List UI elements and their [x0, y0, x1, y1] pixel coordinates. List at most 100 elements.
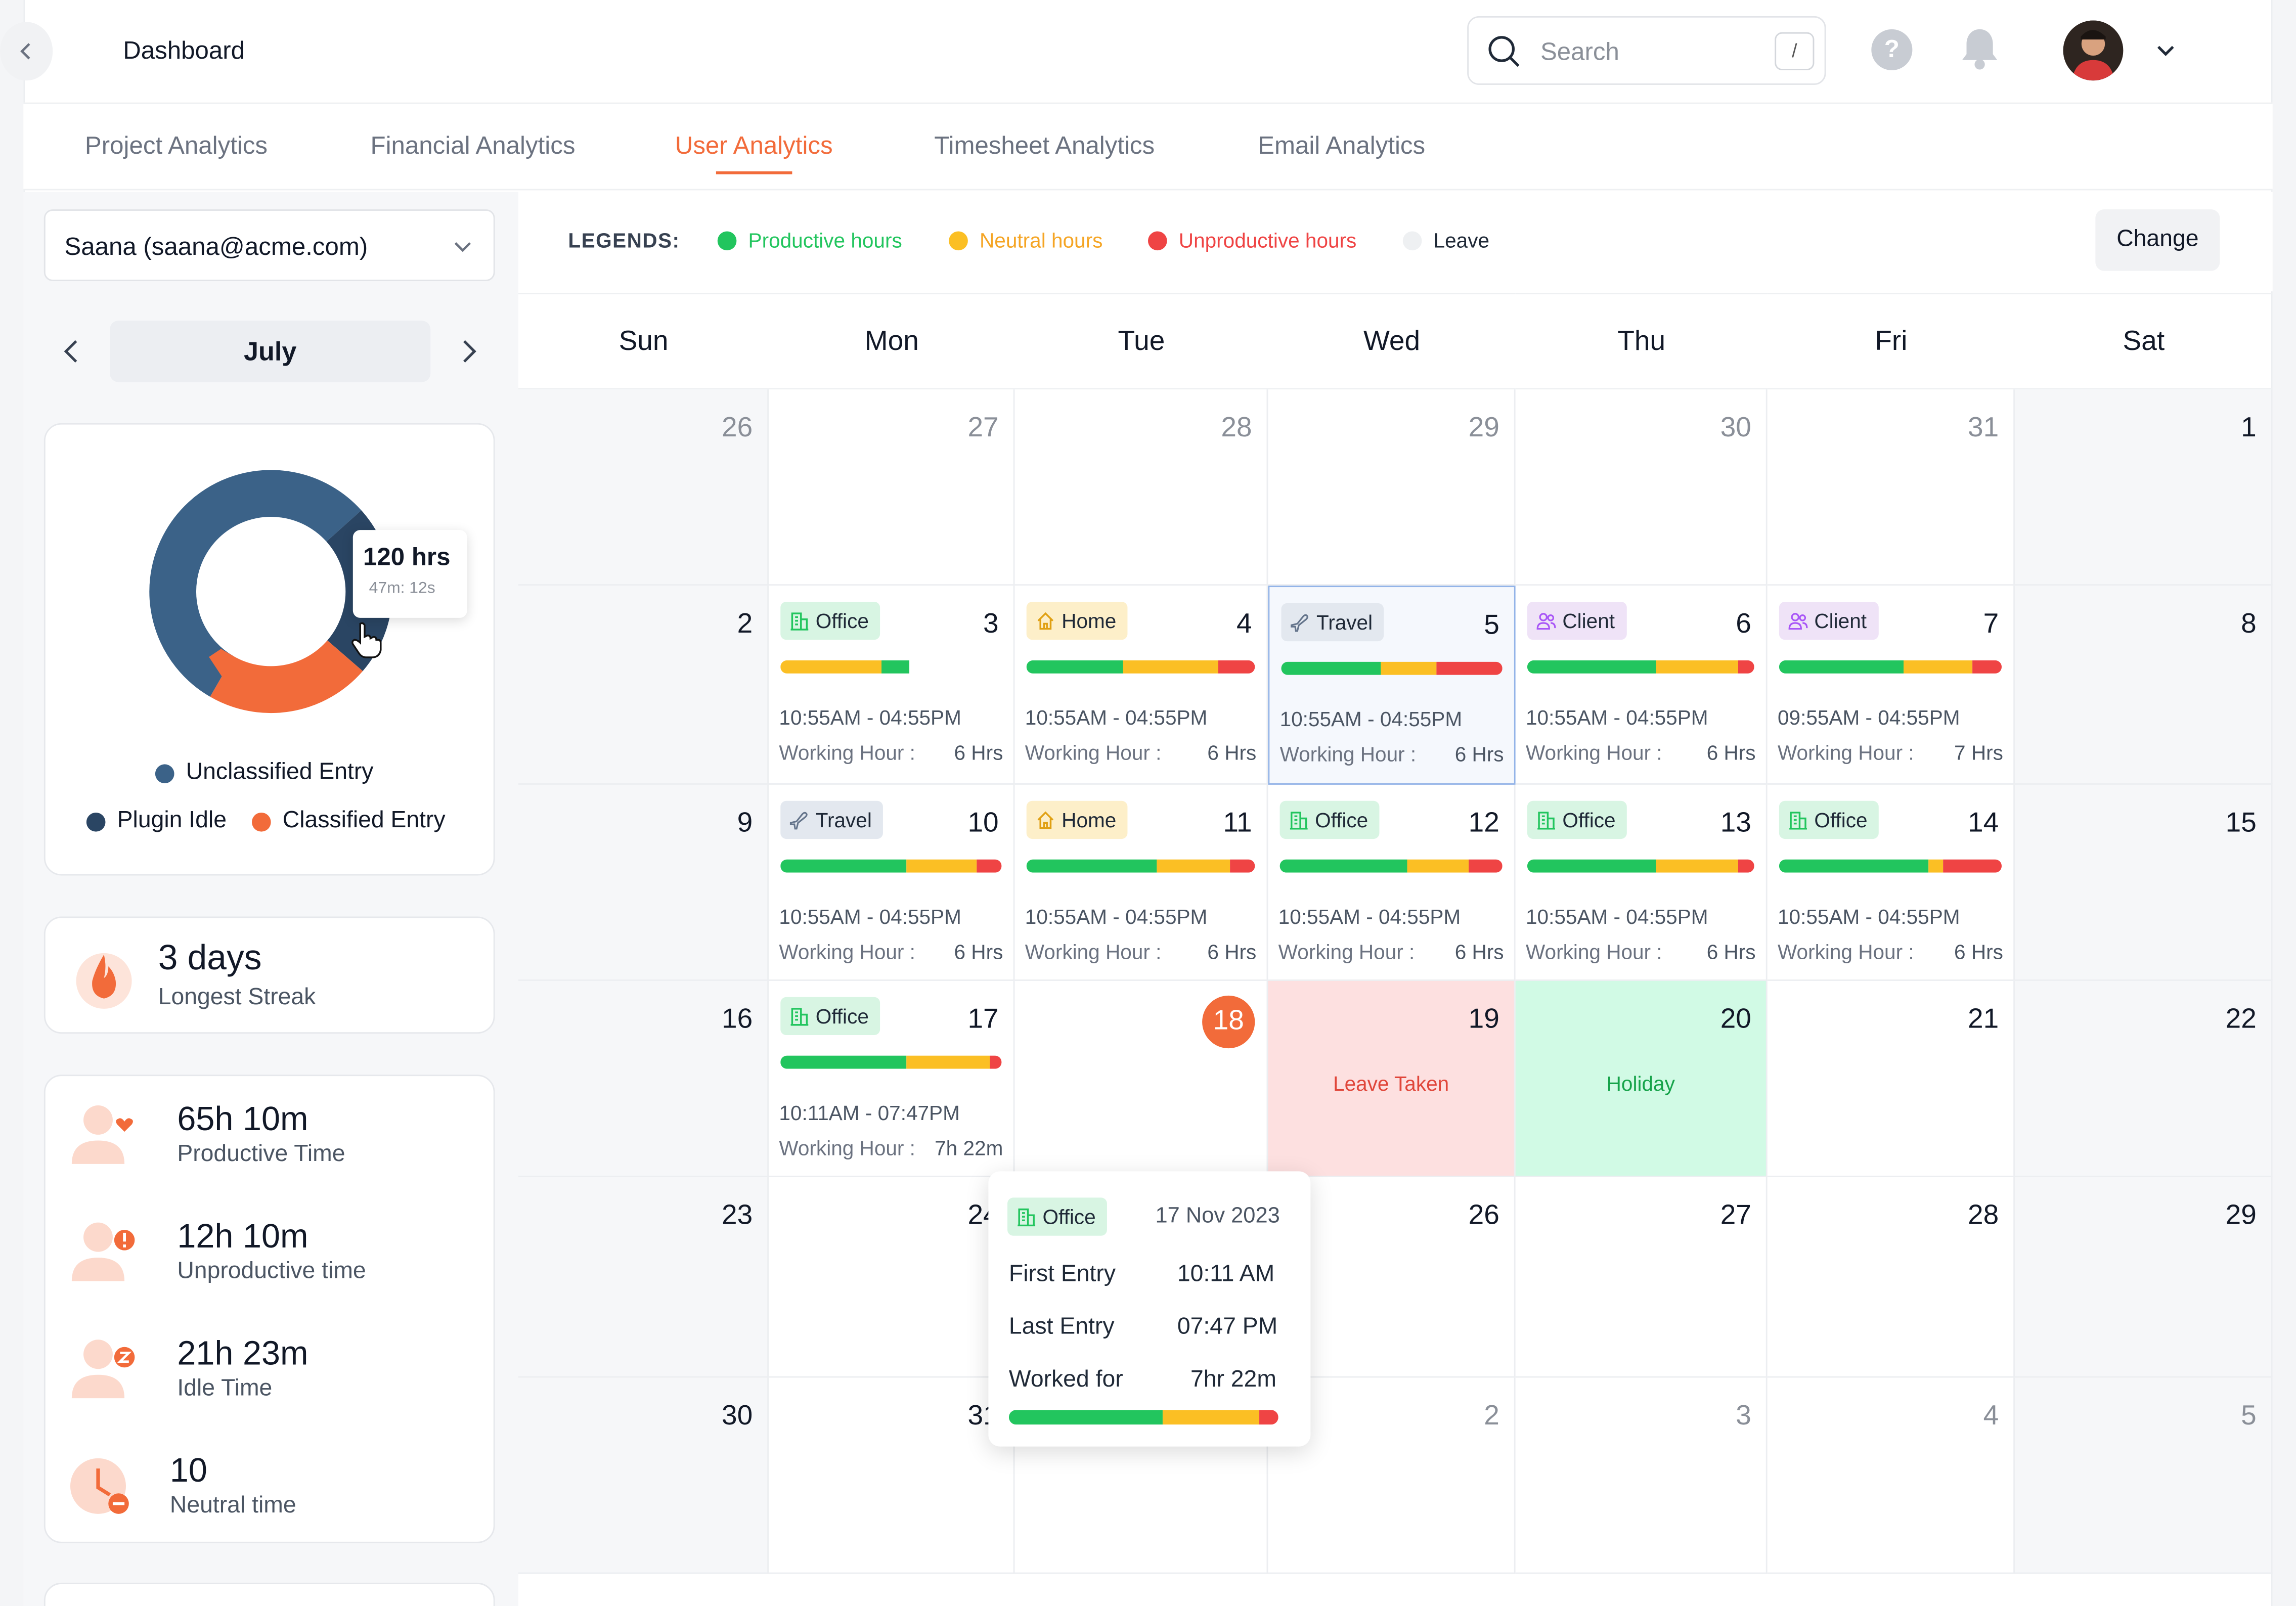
working-hour-value: 6 Hrs: [1706, 940, 1756, 964]
analytics-tabs: [23, 102, 2273, 191]
weekday-sun: Sun: [518, 293, 769, 390]
calendar-day-cell[interactable]: 20 Holiday: [1515, 980, 1768, 1177]
change-button[interactable]: Change: [2095, 209, 2220, 271]
working-hour-value: 6 Hrs: [954, 940, 1003, 964]
calendar-day-cell[interactable]: 31: [769, 1377, 1015, 1574]
hours-bar-segment: [1738, 660, 1754, 674]
prev-month-button[interactable]: [59, 337, 85, 366]
hours-bar-segment: [1469, 859, 1503, 873]
popup-worked-for-value: 7hr 22m: [1190, 1367, 1276, 1393]
calendar-day-cell[interactable]: 16: [518, 980, 769, 1177]
weekday-label: Fri: [1875, 326, 1908, 358]
calendar-day-cell[interactable]: 29: [2015, 1177, 2273, 1378]
help-icon[interactable]: ?: [1871, 29, 1913, 70]
hours-bar-segment: [1779, 859, 1928, 873]
calendar-day-cell[interactable]: 10 Travel 10:55AM - 04:55PM Working Hour : 6…: [769, 784, 1015, 981]
location-label: Office: [1315, 808, 1368, 832]
calendar-day-cell[interactable]: 8: [2015, 586, 2273, 785]
day-number: 27: [967, 413, 999, 444]
search-box[interactable]: Search /: [1467, 16, 1826, 85]
calendar-day-cell[interactable]: 31: [1767, 389, 2015, 586]
calendar-day-cell[interactable]: 3 Office 10:55AM - 04:55PM Working Hour : 6 …: [769, 586, 1015, 785]
popup-badge-label: Office: [1042, 1204, 1096, 1229]
time-range: 09:55AM - 04:55PM: [1778, 705, 1960, 729]
time-range: 10:55AM - 04:55PM: [1025, 705, 1208, 729]
day-number: 2: [1484, 1401, 1499, 1432]
tab-project-analytics[interactable]: Project Analytics: [84, 131, 268, 160]
location-badge: Office: [1779, 800, 1879, 839]
avatar[interactable]: [2063, 20, 2124, 81]
tab-user-analytics[interactable]: User Analytics: [675, 132, 833, 174]
working-hour-value: 6 Hrs: [1454, 940, 1504, 964]
legend-title: LEGENDS:: [568, 228, 680, 252]
search-icon: [1488, 36, 1520, 67]
popup-hours-bar: [1008, 1410, 1278, 1425]
popup-worked-for-label: Worked for: [1008, 1367, 1123, 1393]
location-label: Client: [1814, 609, 1867, 633]
calendar-day-cell[interactable]: 4: [1767, 1377, 2015, 1574]
location-label: Client: [1562, 609, 1615, 633]
working-hour-label: Working Hour :: [1278, 940, 1415, 964]
calendar-day-cell[interactable]: 28: [1767, 1177, 2015, 1378]
legend-leave: Leave: [1402, 229, 1489, 252]
calendar-day-cell[interactable]: 27: [769, 389, 1015, 586]
donut-tooltip-value: 120 hrs: [363, 543, 451, 571]
donut-segment-unclassified-entry[interactable]: [148, 469, 393, 715]
calendar-day-cell[interactable]: 21: [1767, 980, 2015, 1177]
calendar-day-cell[interactable]: 3: [1515, 1377, 1768, 1574]
leave-label: Leave Taken: [1333, 1072, 1449, 1095]
calendar-day-cell[interactable]: 29: [1268, 389, 1516, 586]
search-input[interactable]: Search: [1540, 38, 1619, 66]
calendar-day-cell[interactable]: 15: [2015, 784, 2273, 981]
calendar-day-cell[interactable]: 13 Office 10:55AM - 04:55PM Working Hour : 6…: [1515, 784, 1768, 981]
calendar-day-cell[interactable]: 30: [518, 1377, 769, 1574]
next-month-button[interactable]: [455, 337, 481, 366]
calendar-day-cell[interactable]: 14 Office 10:55AM - 04:55PM Working Hour : 6…: [1767, 784, 2015, 981]
calendar-day-cell[interactable]: 2: [518, 586, 769, 785]
calendar-day-cell[interactable]: 22: [2015, 980, 2273, 1177]
hours-bar-segment: [1218, 660, 1255, 674]
tab-financial-analytics[interactable]: Financial Analytics: [370, 131, 576, 160]
calendar-day-cell[interactable]: 26: [518, 389, 769, 586]
day-number: 28: [1968, 1200, 1999, 1232]
hours-bar-segment: [1229, 859, 1255, 873]
calendar-day-cell[interactable]: 7 Client 09:55AM - 04:55PM Working Hour : 7 …: [1767, 586, 2015, 785]
back-button[interactable]: [0, 22, 53, 81]
neutral-time-label: Neutral time: [169, 1493, 296, 1519]
day-number: 16: [722, 1004, 753, 1036]
calendar-day-cell[interactable]: 19 Leave Taken: [1268, 980, 1516, 1177]
tab-email-analytics[interactable]: Email Analytics: [1258, 131, 1426, 160]
calendar-day-cell[interactable]: 9: [518, 784, 769, 981]
day-number: 5: [2241, 1401, 2257, 1432]
calendar-day-cell[interactable]: 24: [769, 1177, 1015, 1378]
clock-minus-icon: [70, 1458, 129, 1514]
weekday-fri: Fri: [1767, 293, 2015, 390]
calendar-day-cell[interactable]: 4 Home 10:55AM - 04:55PM Working Hour : 6 Hr…: [1014, 586, 1268, 785]
calendar-day-cell[interactable]: 27: [1515, 1177, 1768, 1378]
calendar-day-cell[interactable]: 12 Office 10:55AM - 04:55PM Working Hour : 6…: [1268, 784, 1516, 981]
hours-bar-segment: [1928, 859, 1944, 873]
calendar-day-cell[interactable]: 30: [1515, 389, 1768, 586]
calendar-day-cell[interactable]: 11 Home 10:55AM - 04:55PM Working Hour : 6 H…: [1014, 784, 1268, 981]
bell-icon[interactable]: [1958, 25, 2002, 72]
calendar-day-cell[interactable]: 23: [518, 1177, 769, 1378]
hours-bar-segment: [882, 660, 909, 674]
calendar-day-cell[interactable]: 17 Office 10:11AM - 07:47PM Working Hour : 7…: [769, 980, 1015, 1177]
calendar-day-cell[interactable]: 28: [1014, 389, 1268, 586]
tab-timesheet-analytics[interactable]: Timesheet Analytics: [934, 131, 1155, 160]
day-detail-popup: Office 17 Nov 2023 First Entry 10:11 AM …: [988, 1171, 1311, 1447]
calendar-day-cell[interactable]: 1: [2015, 389, 2273, 586]
weekday-label: Tue: [1118, 326, 1165, 358]
home-icon: [1037, 811, 1054, 829]
hours-bar: [780, 1055, 1002, 1069]
chevron-down-icon[interactable]: [2152, 38, 2179, 64]
donut-tooltip-sub: 47m: 12s: [369, 579, 435, 598]
hours-bar-segment: [1738, 859, 1754, 873]
calendar-day-cell[interactable]: 6 Client 10:55AM - 04:55PM Working Hour : 6 …: [1515, 586, 1768, 785]
calendar-day-cell[interactable]: 5 Travel 10:55AM - 04:55PM Working Hour : 6 …: [1268, 586, 1516, 785]
day-number: 21: [1968, 1004, 1999, 1036]
user-select[interactable]: Saana (saana@acme.com): [43, 209, 495, 281]
calendar-day-cell[interactable]: 5: [2015, 1377, 2273, 1574]
legend-label: Neutral hours: [980, 228, 1103, 252]
calendar-day-cell[interactable]: 18: [1014, 980, 1268, 1177]
